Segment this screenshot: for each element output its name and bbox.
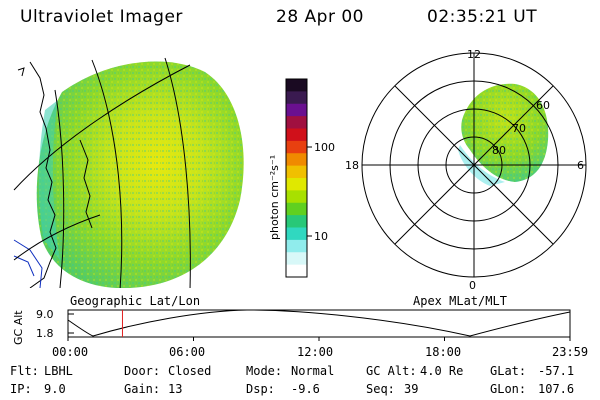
polar-plot: 60 70 80 12 18 6 0 [345, 48, 587, 292]
colorbar-segment [286, 153, 307, 167]
footer-seq-label: Seq: [366, 382, 395, 396]
colorbar-segment [286, 116, 307, 130]
footer-dsp-label: Dsp: [246, 382, 275, 396]
colorbar-segment [286, 264, 307, 278]
lat-label-60: 60 [536, 99, 550, 112]
lat-label-80: 80 [492, 144, 506, 157]
colorbar-segment [286, 140, 307, 154]
mlt-label-6: 6 [577, 159, 584, 172]
footer-mode-label: Mode: [246, 364, 283, 378]
footer-glon-value: 107.6 [538, 382, 575, 396]
colorbar-segment [286, 215, 307, 229]
footer-gain-value: 13 [168, 382, 183, 396]
xtick-label: 00:00 [52, 345, 89, 359]
coastline [29, 61, 57, 288]
lat-label-70: 70 [512, 122, 526, 135]
xtick-label: 23:59 [552, 345, 589, 359]
mlt-label-12: 12 [467, 48, 481, 61]
footer-dsp-value: -9.6 [291, 382, 320, 396]
colorbar-segment [286, 239, 307, 253]
footer-door-label: Door: [124, 364, 161, 378]
altitude-plot [67, 309, 571, 341]
colorbar-segment [286, 202, 307, 216]
colorbar-segment [286, 165, 307, 179]
footer-ip-label: IP: [10, 382, 32, 396]
xtick-label: 06:00 [169, 345, 206, 359]
footer-seq-value: 39 [404, 382, 419, 396]
footer-glon-label: GLon: [490, 382, 527, 396]
colorbar-segment [286, 252, 307, 266]
mlt-label-0: 0 [469, 279, 476, 292]
instrument-title: Ultraviolet Imager [20, 7, 183, 27]
colorbar-tick-10: 10 [314, 230, 328, 243]
altitude-ytick-9: 9.0 [36, 308, 54, 321]
colorbar-segment [286, 128, 307, 142]
observation-time: 02:35:21 UT [427, 7, 538, 27]
colorbar-segment [286, 190, 307, 204]
meridian-line [164, 57, 191, 288]
footer-flt-label: Flt: [10, 364, 39, 378]
colorbar-tick-100: 100 [314, 141, 335, 154]
colorbar-segment [286, 227, 307, 241]
colorbar-segment [286, 103, 307, 117]
altitude-ylabel: GC Alt [12, 310, 25, 345]
footer-glat-value: -57.1 [538, 364, 575, 378]
altitude-x-ticks [67, 337, 571, 341]
colorbar-segment [286, 79, 307, 92]
xtick-label: 12:00 [297, 345, 334, 359]
footer-gcalt-value: 4.0 Re [420, 364, 464, 378]
observation-date: 28 Apr 00 [276, 7, 364, 27]
footer-mode-value: Normal [291, 364, 335, 378]
altitude-curve [67, 309, 571, 337]
footer-door-value: Closed [168, 364, 212, 378]
colorbar [286, 79, 307, 278]
right-map-caption: Apex MLat/MLT [413, 294, 507, 308]
colorbar-segment [286, 91, 307, 105]
xtick-label: 18:00 [425, 345, 462, 359]
meridian-line [54, 89, 65, 288]
parallel-line [13, 64, 191, 191]
footer-gcalt-label: GC Alt: [366, 364, 417, 378]
meridian-line [91, 59, 123, 288]
mlt-label-18: 18 [345, 159, 359, 172]
colorbar-unit-label: photon cm⁻²s⁻¹ [268, 155, 281, 240]
geographic-image [13, 57, 244, 288]
altitude-ytick-1-8: 1.8 [36, 327, 54, 340]
footer-flt-value: LBHL [44, 364, 73, 378]
left-map-caption: Geographic Lat/Lon [70, 294, 201, 308]
footer-ip-value: 9.0 [44, 382, 66, 396]
footer-glat-label: GLat: [490, 364, 527, 378]
colorbar-segment [286, 178, 307, 191]
altitude-plot-frame [67, 309, 571, 338]
footer-gain-label: Gain: [124, 382, 161, 396]
colorbar-frame [285, 78, 308, 278]
